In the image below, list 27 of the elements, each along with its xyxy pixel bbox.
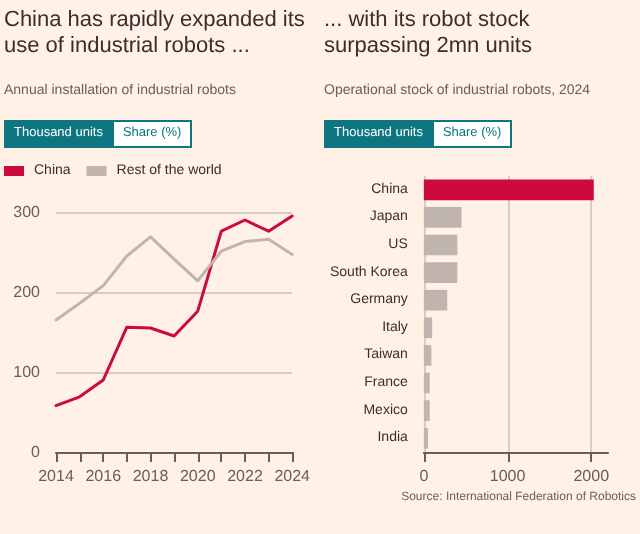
y-tick-label: 0 (31, 443, 42, 461)
bar (423, 427, 429, 449)
x-tick-label: 2020 (179, 467, 217, 485)
chart-title: China has rapidly expanded its use of industrial robots ... (4, 8, 307, 62)
line-series (54, 235, 294, 322)
bar (423, 345, 432, 366)
x-tick-label: 1000 (489, 467, 527, 485)
y-tick-label: 300 (13, 203, 42, 221)
bar (423, 179, 594, 201)
chart-title: ... with its robot stock surpassing 2mn units (324, 8, 534, 62)
bar (423, 317, 433, 339)
y-tick-label: 100 (13, 363, 42, 381)
x-tick-label: 2022 (227, 467, 264, 485)
x-tick-label: 2000 (573, 467, 611, 485)
x-tick-label: 2024 (274, 467, 312, 485)
bar (423, 234, 458, 256)
bar (423, 262, 458, 283)
x-tick-label: 2014 (38, 467, 75, 485)
y-tick-label: 200 (13, 283, 42, 301)
bar (423, 207, 462, 228)
bar (423, 289, 448, 311)
line-series (54, 214, 294, 408)
bar (423, 400, 430, 421)
x-tick-label: 0 (419, 467, 430, 485)
x-tick-label: 2016 (85, 467, 123, 485)
bar (423, 372, 430, 394)
x-tick-label: 2018 (132, 467, 170, 485)
